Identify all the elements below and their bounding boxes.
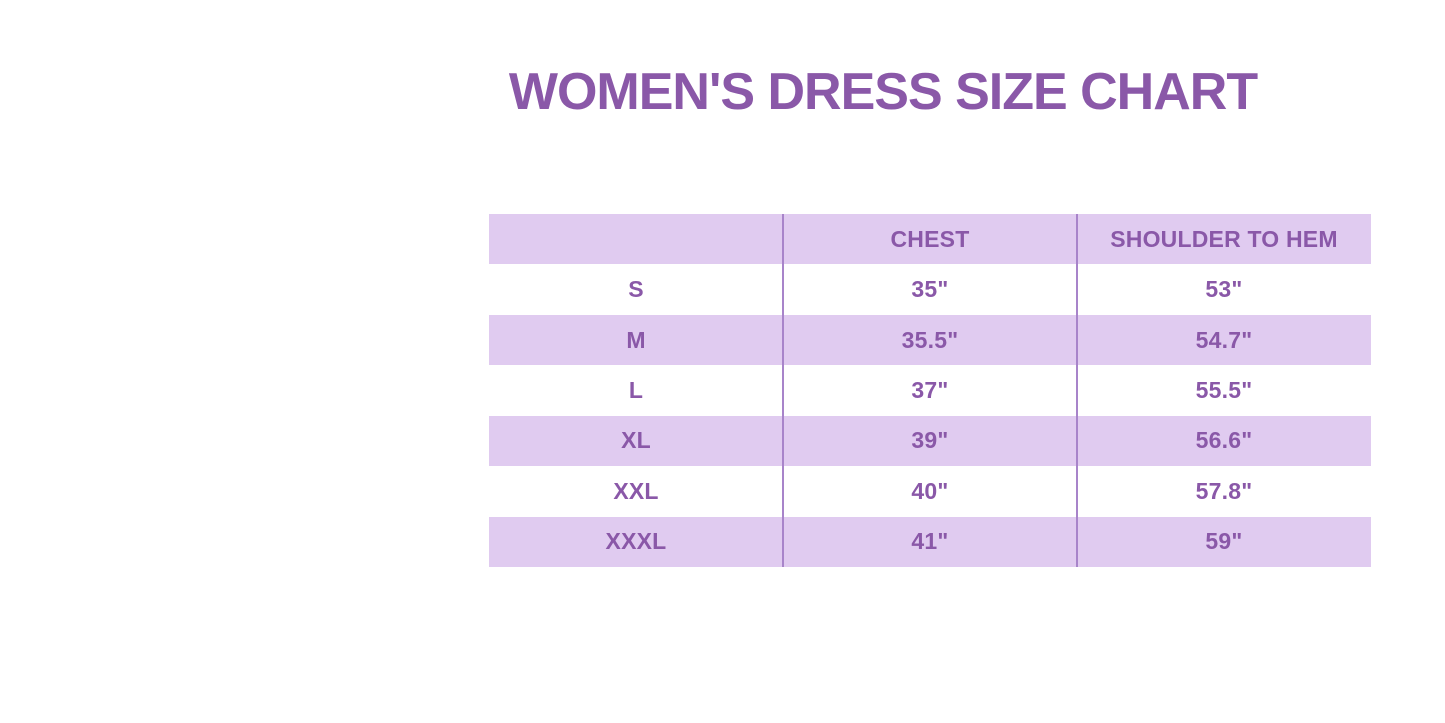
cell-chest: 35" <box>911 276 949 303</box>
table-header-row: CHEST SHOULDER TO HEM <box>489 214 1371 265</box>
cell-chest: 41" <box>911 528 949 555</box>
cell-shoulder-to-hem: 55.5" <box>1195 376 1253 403</box>
cell-chest: 40" <box>911 477 949 504</box>
column-divider <box>782 214 784 567</box>
table-row: S 35" 53" <box>489 264 1371 314</box>
cell-chest: 39" <box>911 427 949 454</box>
size-chart-table: CHEST SHOULDER TO HEM S 35" 53" M 35.5" … <box>489 214 1371 567</box>
table-row: XXXL 41" 59" <box>489 516 1371 567</box>
header-shoulder-to-hem: SHOULDER TO HEM <box>1110 225 1338 252</box>
cell-shoulder-to-hem: 57.8" <box>1195 477 1253 504</box>
cell-shoulder-to-hem: 54.7" <box>1195 326 1253 353</box>
cell-size: L <box>628 376 644 403</box>
table-row: XL 39" 56.6" <box>489 415 1371 467</box>
cell-shoulder-to-hem: 53" <box>1205 276 1243 303</box>
cell-chest: 37" <box>911 376 949 403</box>
header-chest: CHEST <box>890 225 970 252</box>
page-title: WOMEN'S DRESS SIZE CHART <box>508 63 1258 121</box>
column-divider <box>1076 214 1078 567</box>
cell-size: XXL <box>613 477 659 504</box>
cell-size: M <box>626 326 646 353</box>
cell-size: XL <box>621 427 651 454</box>
table-row: M 35.5" 54.7" <box>489 314 1371 366</box>
cell-size: S <box>628 276 644 303</box>
table-row: L 37" 55.5" <box>489 365 1371 415</box>
cell-chest: 35.5" <box>901 326 959 353</box>
cell-size: XXXL <box>605 528 667 555</box>
cell-shoulder-to-hem: 56.6" <box>1195 427 1253 454</box>
table-row: XXL 40" 57.8" <box>489 466 1371 516</box>
cell-shoulder-to-hem: 59" <box>1205 528 1243 555</box>
